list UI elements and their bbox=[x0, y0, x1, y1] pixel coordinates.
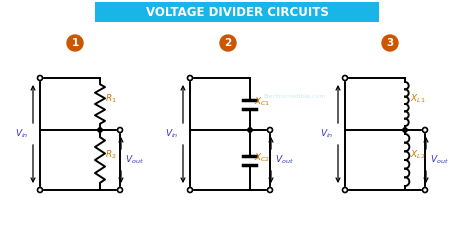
Text: $V_{out}$: $V_{out}$ bbox=[275, 154, 294, 166]
Circle shape bbox=[343, 187, 347, 192]
Text: $X_{L2}$: $X_{L2}$ bbox=[410, 149, 426, 161]
Text: $V_{in}$: $V_{in}$ bbox=[165, 128, 179, 140]
Text: $V_{in}$: $V_{in}$ bbox=[16, 128, 29, 140]
Text: $R_1$: $R_1$ bbox=[105, 93, 117, 105]
Circle shape bbox=[422, 187, 428, 192]
Circle shape bbox=[37, 187, 43, 192]
Text: $X_{L1}$: $X_{L1}$ bbox=[410, 93, 426, 105]
Circle shape bbox=[220, 35, 236, 51]
Circle shape bbox=[188, 75, 192, 81]
Circle shape bbox=[118, 187, 122, 192]
Circle shape bbox=[267, 127, 273, 132]
Text: 1: 1 bbox=[72, 38, 79, 48]
Circle shape bbox=[118, 127, 122, 132]
Text: VOLTAGE DIVIDER CIRCUITS: VOLTAGE DIVIDER CIRCUITS bbox=[146, 5, 328, 19]
FancyBboxPatch shape bbox=[95, 2, 379, 22]
Text: 3: 3 bbox=[386, 38, 393, 48]
Circle shape bbox=[98, 128, 102, 132]
Circle shape bbox=[67, 35, 83, 51]
Text: $V_{in}$: $V_{in}$ bbox=[320, 128, 334, 140]
Text: $X_{C1}$: $X_{C1}$ bbox=[254, 96, 271, 108]
Circle shape bbox=[188, 187, 192, 192]
Text: 2: 2 bbox=[224, 38, 232, 48]
Text: Electrocredible.com: Electrocredible.com bbox=[264, 93, 326, 98]
Text: $V_{out}$: $V_{out}$ bbox=[125, 154, 144, 166]
Circle shape bbox=[267, 187, 273, 192]
Circle shape bbox=[422, 127, 428, 132]
Text: $X_{C2}$: $X_{C2}$ bbox=[254, 152, 270, 164]
Circle shape bbox=[343, 75, 347, 81]
Text: $R_2$: $R_2$ bbox=[105, 149, 117, 161]
Circle shape bbox=[382, 35, 398, 51]
Circle shape bbox=[248, 128, 252, 132]
Circle shape bbox=[403, 128, 407, 132]
Text: $V_{out}$: $V_{out}$ bbox=[430, 154, 449, 166]
Circle shape bbox=[37, 75, 43, 81]
